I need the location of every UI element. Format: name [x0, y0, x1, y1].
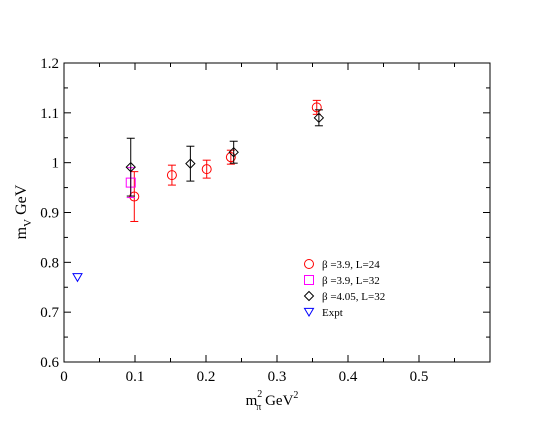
y-axis-label-main: m: [13, 226, 30, 239]
series-1: [129, 99, 322, 222]
series-4: [72, 273, 83, 283]
x-axis-label-sub: π: [256, 402, 261, 413]
x-axis-label-unit: GeV: [261, 393, 293, 409]
data-point: [311, 102, 322, 113]
x-axis-label-main: m: [246, 393, 258, 409]
legend-marker: [303, 307, 315, 318]
data-point: [201, 164, 212, 175]
legend-marker: [304, 275, 314, 285]
series-layer: [72, 99, 325, 283]
x-tick-label: 0: [60, 369, 68, 385]
legend: β =3.9, L=24 β =3.9, L=32 β =4.05, L=32 Exp…: [296, 252, 392, 322]
legend-label: Expt: [322, 307, 343, 319]
axis-ticks: 0 0.1 0.2 0.3 0.4 0.5 0.6 0.7 0.8 0.9 1 1.1 1.2: [40, 56, 490, 385]
y-axis-label-unit: GeV: [13, 184, 30, 219]
data-point: [228, 146, 239, 158]
y-tick-label: 1.2: [40, 56, 59, 72]
x-tick-label: 0.2: [197, 369, 216, 385]
y-tick-label: 0.7: [40, 305, 59, 321]
y-axis-label-sub: V: [22, 219, 34, 227]
x-axis-label: m2 π GeV2: [246, 389, 299, 413]
y-tick-label: 1: [52, 156, 60, 172]
y-tick-label: 0.6: [40, 355, 59, 371]
x-axis-label-unit-sup: 2: [293, 390, 298, 401]
x-tick-label: 0.3: [268, 369, 287, 385]
x-tick-label: 0.1: [126, 369, 145, 385]
data-point: [313, 112, 325, 124]
y-tick-label: 0.8: [40, 255, 59, 271]
x-axis-label-sup: 2: [257, 389, 262, 400]
legend-label: β =3.9, L=24: [322, 259, 380, 271]
y-axis-label: mV GeV: [13, 184, 34, 239]
y-tick-label: 1.1: [40, 106, 59, 122]
data-point: [166, 170, 177, 181]
x-tick-label: 0.4: [339, 369, 358, 385]
legend-label: β =4.05, L=32: [322, 291, 385, 303]
legend-label: β =3.9, L=32: [322, 275, 380, 287]
series-3: [125, 109, 325, 197]
data-point: [185, 158, 196, 169]
data-point: [72, 273, 83, 283]
legend-marker: [303, 290, 315, 302]
legend-marker: [304, 259, 314, 269]
x-tick-label: 0.5: [410, 369, 429, 385]
data-point: [225, 152, 236, 163]
data-point: [125, 161, 136, 173]
plot-frame: [63, 62, 491, 363]
y-tick-label: 0.9: [40, 206, 59, 222]
